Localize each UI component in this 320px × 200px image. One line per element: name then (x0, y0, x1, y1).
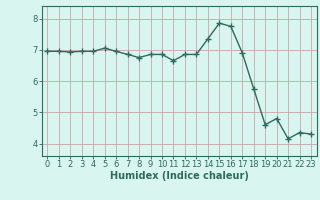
X-axis label: Humidex (Indice chaleur): Humidex (Indice chaleur) (110, 171, 249, 181)
